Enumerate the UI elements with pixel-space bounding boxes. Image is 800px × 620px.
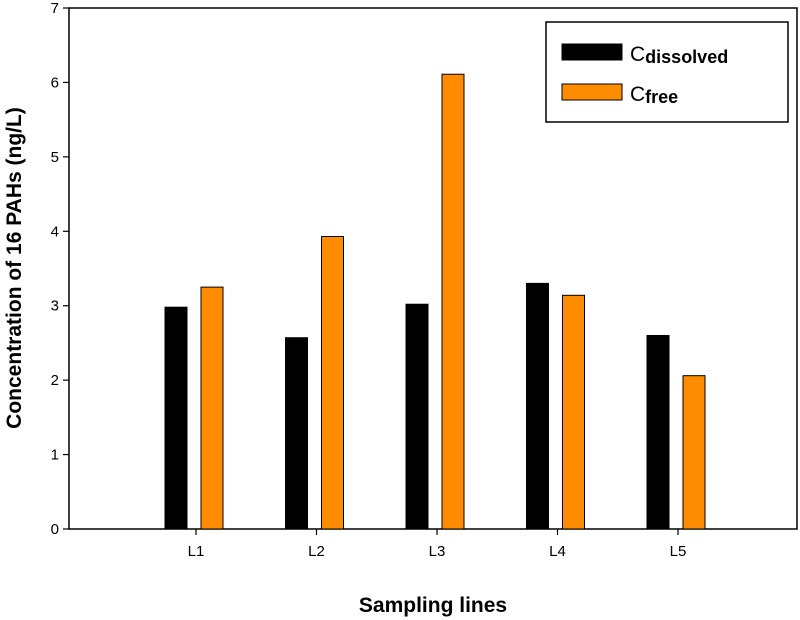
y-tick-label: 2: [51, 372, 59, 389]
bar-l2-dissolved: [285, 337, 308, 530]
bar-l5-free: [682, 375, 706, 530]
x-tick-label: L5: [670, 543, 687, 560]
x-axis: L1 L2 L3 L4 L5: [188, 529, 687, 560]
bar-l3-free: [441, 73, 465, 530]
bar-l5-dissolved: [646, 334, 670, 530]
bar-l4-free: [562, 294, 585, 530]
bar-l2-free: [321, 235, 344, 530]
bar-l1-dissolved: [164, 306, 188, 530]
y-tick-label: 3: [51, 298, 59, 315]
legend-label-free: Cfree: [630, 83, 678, 107]
y-tick-label: 5: [51, 149, 59, 166]
y-axis-title: Concentration of 16 PAHs (ng/L): [3, 107, 26, 429]
legend-label-dissolved: Cdissolved: [630, 43, 728, 67]
x-axis-title: Sampling lines: [359, 594, 507, 617]
y-tick-label: 0: [51, 521, 59, 538]
x-tick-label: L2: [308, 543, 325, 560]
y-tick-label: 1: [51, 447, 59, 464]
bar-l3-dissolved: [405, 303, 429, 530]
x-tick-label: L1: [188, 543, 205, 560]
legend: Cdissolved Cfree: [545, 21, 789, 123]
x-tick-label: L4: [549, 543, 566, 560]
x-tick-label: L3: [429, 543, 446, 560]
y-tick-label: 4: [51, 223, 59, 240]
y-tick-label: 7: [51, 0, 59, 17]
legend-swatch-dissolved: [561, 43, 623, 61]
legend-swatch-free: [561, 83, 623, 101]
legend-box: [545, 21, 789, 123]
bar-l4-dissolved: [526, 282, 549, 530]
y-tick-label: 6: [51, 74, 59, 91]
bars: [164, 73, 706, 530]
bar-l1-free: [200, 286, 224, 530]
y-axis: 0 1 2 3 4 5 6 7: [51, 0, 69, 538]
